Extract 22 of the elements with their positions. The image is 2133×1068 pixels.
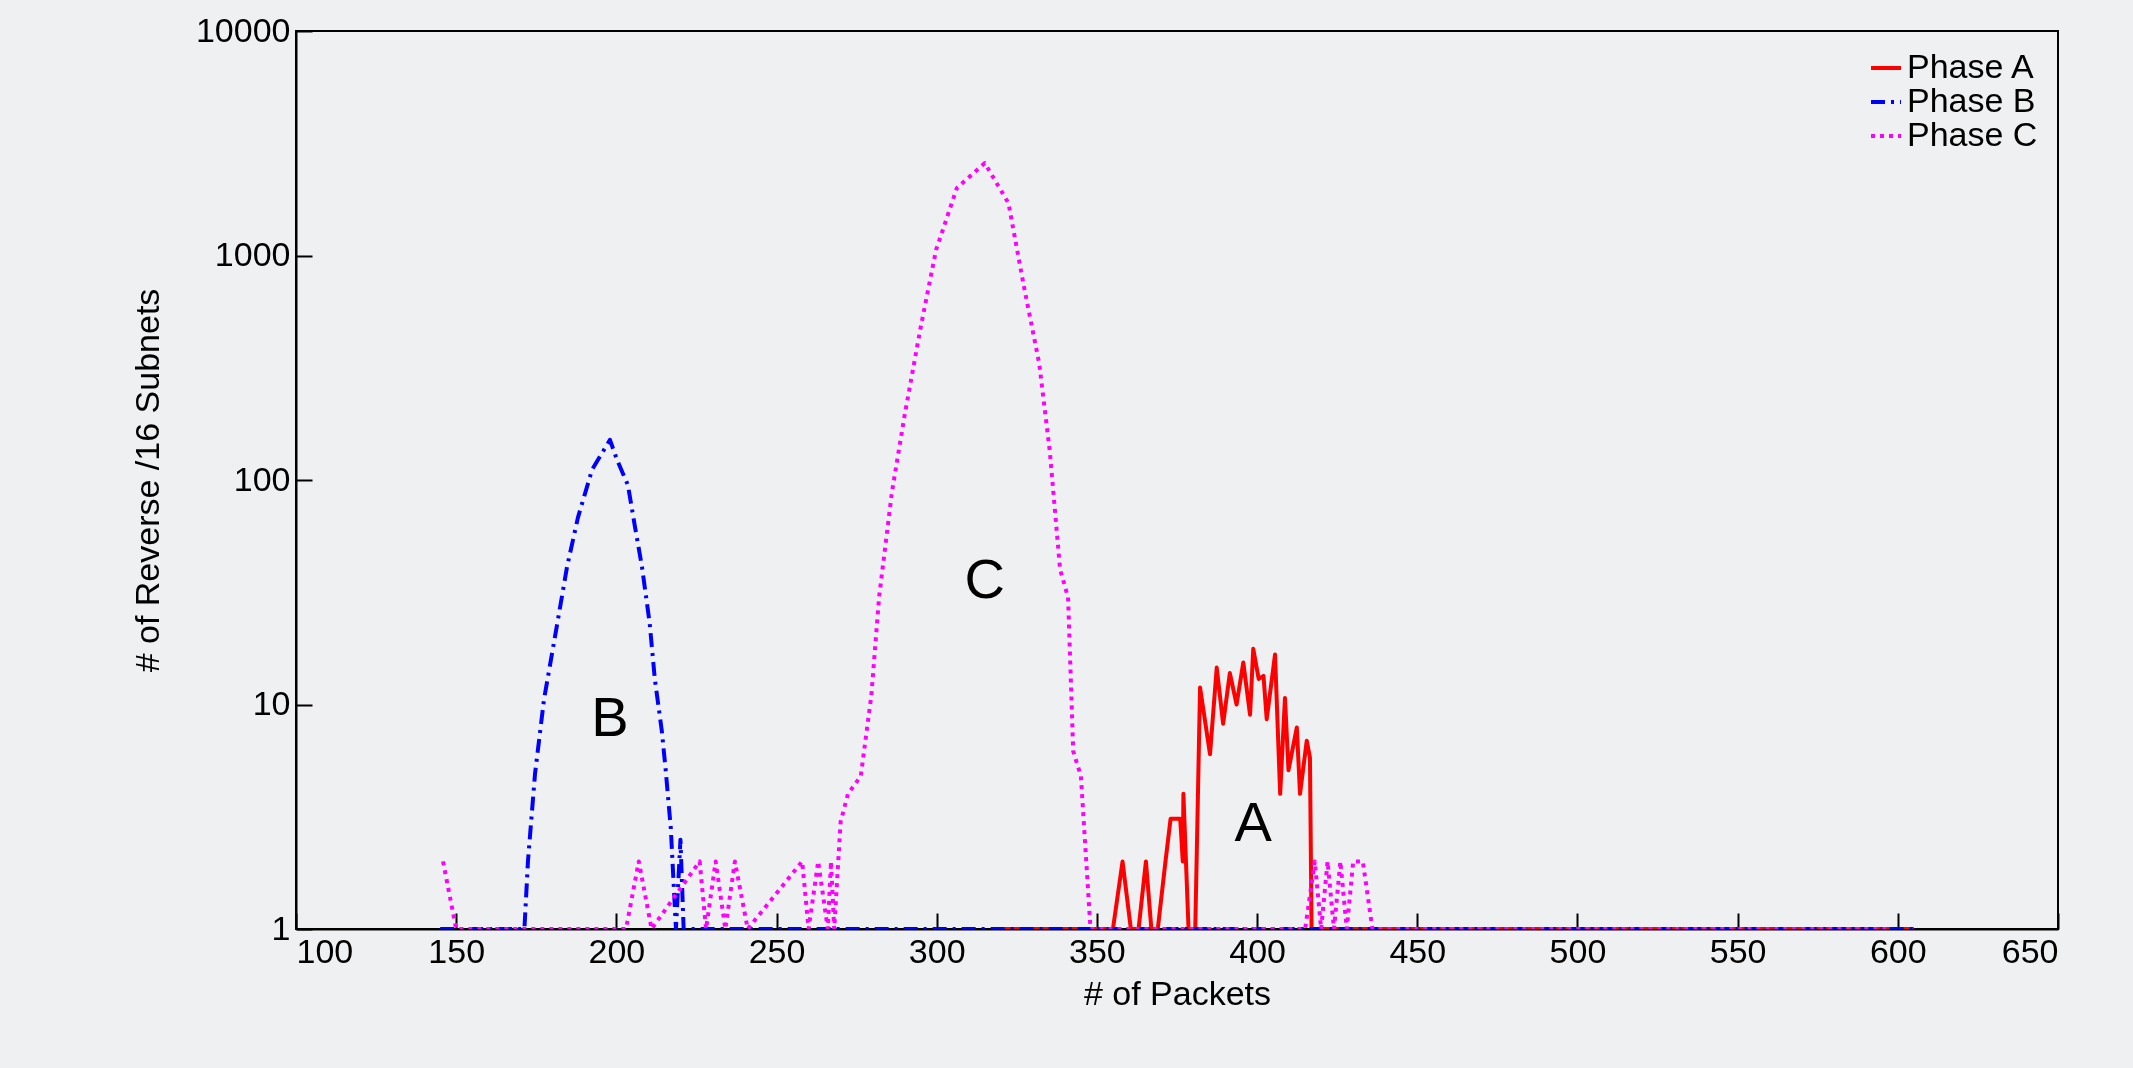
x-tick-label: 550: [1709, 931, 1767, 970]
x-tick-label: 600: [1869, 931, 1927, 970]
y-tick-label: 10000: [195, 10, 291, 49]
y-axis-title: # of Reverse /16 Subnets: [127, 288, 166, 673]
x-tick-label: 500: [1549, 931, 1607, 970]
y-tick-label: 10: [252, 684, 291, 722]
x-tick-label: 250: [748, 931, 806, 970]
x-tick-label: 450: [1389, 931, 1447, 970]
x-tick-label: 150: [428, 931, 486, 970]
y-tick-label: 1000: [214, 235, 291, 273]
annotation: C: [964, 546, 1006, 610]
x-tick-label: 200: [588, 931, 646, 970]
x-tick-label: 400: [1229, 931, 1286, 970]
x-tick-label: 100: [296, 931, 354, 970]
x-axis-title: # of Packets: [1083, 973, 1272, 1012]
y-tick-label: 100: [233, 459, 291, 498]
annotation: A: [1234, 789, 1273, 853]
annotation: B: [591, 685, 629, 749]
x-tick-label: 350: [1069, 931, 1126, 970]
y-tick-label: 1: [271, 908, 291, 947]
x-tick-label: 300: [908, 931, 966, 970]
x-tick-label: 650: [2001, 931, 2059, 970]
